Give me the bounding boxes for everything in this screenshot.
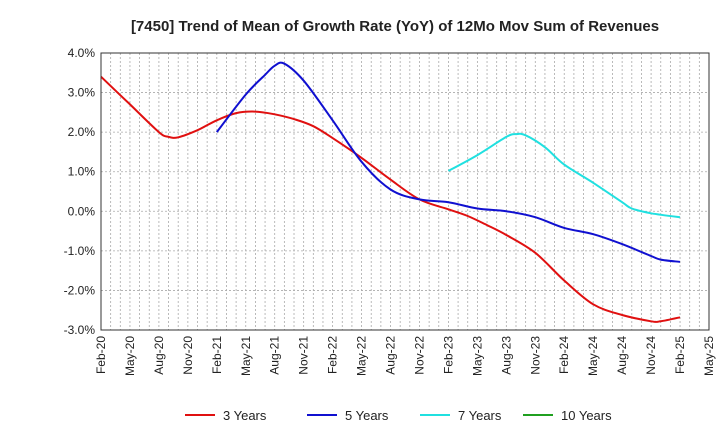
legend: 3 Years 5 Years 7 Years 10 Years <box>185 408 612 423</box>
x-tick-label: May-25 <box>702 336 716 376</box>
y-tick-label: 1.0% <box>68 165 96 179</box>
series-line-5-years <box>216 61 681 263</box>
y-tick-label: 4.0% <box>68 46 96 60</box>
plot-frame <box>100 52 710 331</box>
x-tick-label: May-23 <box>470 336 484 376</box>
x-tick-label: Feb-20 <box>94 336 108 374</box>
x-tick-label: Nov-24 <box>644 336 658 375</box>
x-tick-label: Feb-21 <box>210 336 224 374</box>
plot-area <box>101 53 709 330</box>
x-tick-label: Aug-24 <box>615 336 629 375</box>
y-tick-label: -2.0% <box>64 283 96 297</box>
x-tick-label: May-20 <box>123 336 137 376</box>
x-tick-label: Feb-23 <box>441 336 455 374</box>
legend-label-3-years: 3 Years <box>223 408 267 423</box>
x-tick-label: Aug-20 <box>152 336 166 375</box>
x-tick-label: Feb-24 <box>557 336 571 374</box>
x-tick-label: Aug-23 <box>499 336 513 375</box>
y-tick-label: 0.0% <box>68 204 96 218</box>
y-tick-label: 3.0% <box>68 86 96 100</box>
x-tick-label: Nov-23 <box>528 336 542 375</box>
x-tick-label: May-24 <box>586 336 600 376</box>
x-axis: Feb-20 May-20 Aug-20 Nov-20 Feb-21 May-21 Aug-… <box>94 336 716 376</box>
x-tick-label: Nov-22 <box>412 336 426 375</box>
y-tick-label: -3.0% <box>64 323 96 337</box>
x-tick-label: Aug-22 <box>384 336 398 375</box>
legend-label-10-years: 10 Years <box>561 408 612 423</box>
x-tick-label: Nov-21 <box>297 336 311 375</box>
legend-label-7-years: 7 Years <box>458 408 502 423</box>
legend-label-5-years: 5 Years <box>345 408 389 423</box>
x-tick-label: May-22 <box>355 336 369 376</box>
y-tick-label: -1.0% <box>64 244 96 258</box>
x-tick-label: Feb-22 <box>326 336 340 374</box>
series-lines <box>100 61 681 323</box>
y-tick-label: 2.0% <box>68 125 96 139</box>
x-tick-label: Feb-25 <box>673 336 687 374</box>
series-line-3-years <box>100 75 681 323</box>
x-tick-label: Nov-20 <box>181 336 195 375</box>
series-line-7-years <box>447 132 681 219</box>
y-axis: 4.0% 3.0% 2.0% 1.0% 0.0% -1.0% -2.0% -3.0% <box>64 46 96 337</box>
x-tick-label: Aug-21 <box>268 336 282 375</box>
x-tick-label: May-21 <box>239 336 253 376</box>
chart-title: [7450] Trend of Mean of Growth Rate (YoY… <box>131 18 659 35</box>
